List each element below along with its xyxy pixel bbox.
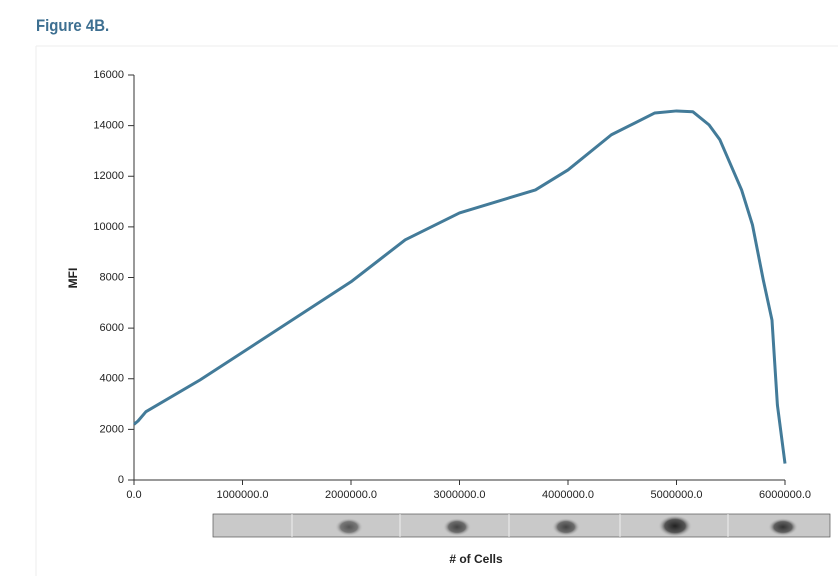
y-tick-label: 14000 [93,120,124,132]
y-tick-label: 6000 [100,322,124,334]
x-tick-label: 2000000.0 [325,489,377,501]
y-tick-label: 16000 [93,69,124,81]
y-tick-label: 2000 [100,423,124,435]
y-tick-label: 10000 [93,221,124,233]
figure-title: Figure 4B. [36,16,110,35]
y-tick-label: 8000 [100,271,124,283]
data-line [133,109,787,464]
x-tick-label: 1000000.0 [217,489,269,501]
y-tick-label: 0 [118,474,124,486]
x-tick-label: 0.0 [126,489,141,501]
x-tick-label: 5000000.0 [651,489,703,501]
x-tick-label: 3000000.0 [434,489,486,501]
y-tick-label: 12000 [93,170,124,182]
x-tick-label: 6000000.0 [759,489,811,501]
y-axis-label: MFI [66,268,80,289]
gel-strip [212,513,831,538]
x-axis-label: # of Cells [449,552,503,566]
y-tick-label: 4000 [100,373,124,385]
x-tick-label: 4000000.0 [542,489,594,501]
